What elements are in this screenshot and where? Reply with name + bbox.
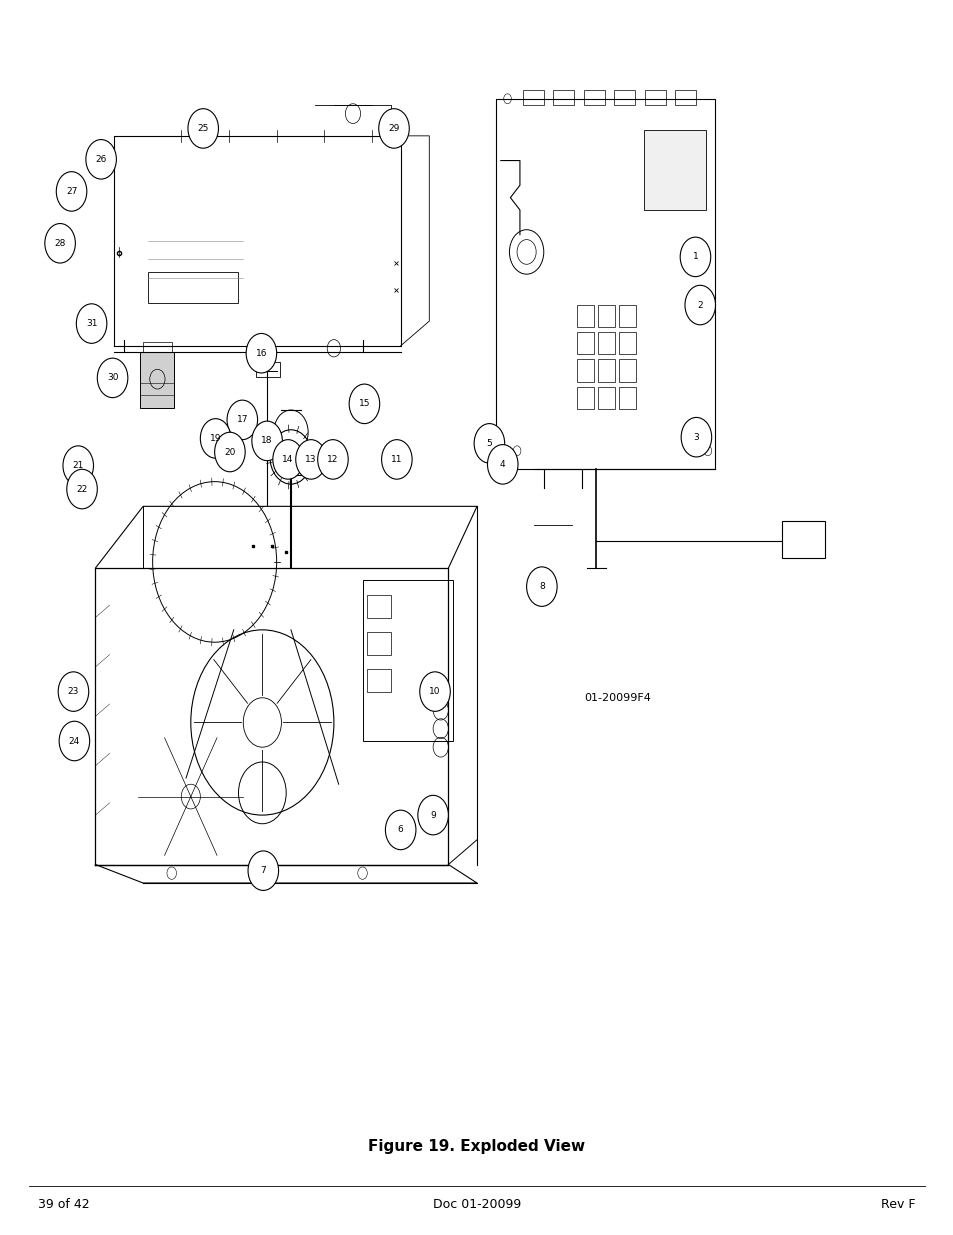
Bar <box>644 90 665 105</box>
Text: 22: 22 <box>76 484 88 494</box>
Circle shape <box>273 440 303 479</box>
Bar <box>367 669 391 692</box>
Text: 23: 23 <box>68 687 79 697</box>
Text: 1: 1 <box>692 252 698 262</box>
Text: 9: 9 <box>430 810 436 820</box>
Circle shape <box>680 417 711 457</box>
Text: 27: 27 <box>66 186 77 196</box>
Text: 6: 6 <box>397 825 403 835</box>
Bar <box>577 305 594 327</box>
Text: 13: 13 <box>305 454 316 464</box>
Bar <box>148 272 238 303</box>
Circle shape <box>381 440 412 479</box>
Circle shape <box>200 419 231 458</box>
Bar <box>140 352 173 408</box>
Text: 28: 28 <box>54 238 66 248</box>
Bar <box>553 90 574 105</box>
Text: 30: 30 <box>107 373 118 383</box>
Bar <box>781 521 824 558</box>
Bar <box>598 387 615 409</box>
Circle shape <box>248 851 278 890</box>
Circle shape <box>63 446 93 485</box>
Text: 2: 2 <box>697 300 702 310</box>
Text: 7: 7 <box>260 866 266 876</box>
Bar <box>598 359 615 382</box>
Text: Doc 01-20099: Doc 01-20099 <box>433 1198 520 1210</box>
Circle shape <box>679 237 710 277</box>
Bar <box>643 130 705 210</box>
Bar <box>583 90 604 105</box>
Text: Figure 19. Exploded View: Figure 19. Exploded View <box>368 1139 585 1153</box>
Text: 16: 16 <box>255 348 267 358</box>
Text: 20: 20 <box>224 447 235 457</box>
Text: 4: 4 <box>499 459 505 469</box>
Bar <box>143 342 172 352</box>
Circle shape <box>378 109 409 148</box>
Circle shape <box>526 567 557 606</box>
Text: 11: 11 <box>391 454 402 464</box>
Circle shape <box>385 810 416 850</box>
Text: 18: 18 <box>261 436 273 446</box>
Bar <box>614 90 635 105</box>
Bar <box>362 580 453 741</box>
Circle shape <box>317 440 348 479</box>
Text: 24: 24 <box>69 736 80 746</box>
Circle shape <box>487 445 517 484</box>
Bar <box>367 595 391 618</box>
Circle shape <box>59 721 90 761</box>
Circle shape <box>56 172 87 211</box>
Circle shape <box>246 333 276 373</box>
Text: 15: 15 <box>358 399 370 409</box>
Bar <box>598 332 615 354</box>
Text: 3: 3 <box>693 432 699 442</box>
Circle shape <box>349 384 379 424</box>
Bar <box>618 332 636 354</box>
Circle shape <box>295 440 326 479</box>
Text: 19: 19 <box>210 433 221 443</box>
Circle shape <box>252 421 282 461</box>
Text: 10: 10 <box>429 687 440 697</box>
Circle shape <box>76 304 107 343</box>
Text: 21: 21 <box>72 461 84 471</box>
Text: 14: 14 <box>282 454 294 464</box>
Text: 17: 17 <box>236 415 248 425</box>
Circle shape <box>684 285 715 325</box>
Bar <box>367 632 391 655</box>
Bar <box>618 359 636 382</box>
Circle shape <box>214 432 245 472</box>
Bar <box>577 387 594 409</box>
Bar <box>577 359 594 382</box>
Circle shape <box>474 424 504 463</box>
Text: 26: 26 <box>95 154 107 164</box>
Circle shape <box>67 469 97 509</box>
Bar <box>675 90 696 105</box>
Text: 39 of 42: 39 of 42 <box>38 1198 90 1210</box>
Bar <box>255 362 279 377</box>
Text: 01-20099F4: 01-20099F4 <box>583 693 650 703</box>
Bar <box>618 305 636 327</box>
Bar <box>598 305 615 327</box>
Circle shape <box>45 224 75 263</box>
Text: 8: 8 <box>538 582 544 592</box>
Bar <box>618 387 636 409</box>
Circle shape <box>86 140 116 179</box>
Bar <box>522 90 543 105</box>
Text: Rev F: Rev F <box>881 1198 915 1210</box>
Circle shape <box>227 400 257 440</box>
Text: 25: 25 <box>197 124 209 133</box>
Text: 5: 5 <box>486 438 492 448</box>
Circle shape <box>417 795 448 835</box>
Circle shape <box>419 672 450 711</box>
Text: 31: 31 <box>86 319 97 329</box>
Circle shape <box>97 358 128 398</box>
Text: 29: 29 <box>388 124 399 133</box>
Circle shape <box>188 109 218 148</box>
Circle shape <box>58 672 89 711</box>
Text: 12: 12 <box>327 454 338 464</box>
Bar <box>577 332 594 354</box>
